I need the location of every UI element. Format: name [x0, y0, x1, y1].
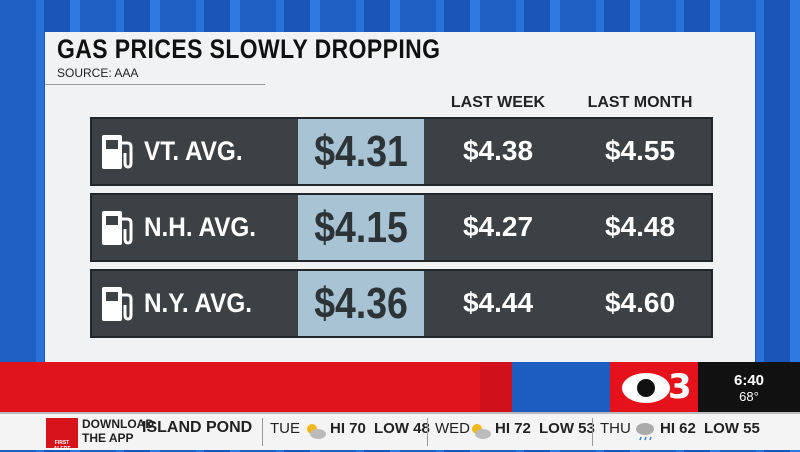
current-price-box: $4.15 [298, 195, 424, 260]
forecast-day: THU [600, 420, 631, 437]
column-header: LAST MONTH [587, 94, 693, 111]
app-badge-text: FIRST ALERT [53, 440, 71, 452]
last-month-price: $4.55 [604, 135, 676, 166]
last-week-price: $4.38 [462, 135, 534, 166]
separator [427, 418, 428, 446]
title: GAS PRICES SLOWLY DROPPING [57, 34, 441, 64]
separator [592, 418, 593, 446]
svg-text:3: 3 [668, 367, 692, 407]
current-price-box: $4.31 [298, 119, 424, 184]
pump-icon [100, 285, 136, 330]
current-price-box: $4.36 [298, 271, 424, 336]
separator [262, 418, 263, 446]
table-row: N.H. AVG. $4.15 $4.27 $4.48 [90, 193, 713, 262]
app-promo: DOWNLOAD THE APP [82, 417, 154, 445]
forecast-day: WED [435, 420, 470, 437]
weather-icon [634, 421, 656, 446]
source: SOURCE: AAA [57, 66, 139, 80]
table-row: VT. AVG. $4.31 $4.38 $4.55 [90, 117, 713, 186]
temperature: 68° [739, 389, 759, 404]
time: 6:40 [733, 372, 765, 389]
app-line: DOWNLOAD [82, 417, 154, 431]
logo-mark: 3 [622, 367, 692, 407]
current-price: $4.36 [314, 279, 408, 328]
last-week-price: $4.27 [462, 211, 534, 242]
forecast-hi: HI 72 [495, 420, 531, 437]
forecast-low: LOW 53 [539, 420, 595, 437]
app-badge: FIRST ALERT [46, 418, 78, 452]
weather-icon [304, 421, 326, 446]
pump-icon [100, 209, 136, 254]
table-row: N.Y. AVG. $4.36 $4.44 $4.60 [90, 269, 713, 338]
weather-icon [469, 421, 491, 446]
last-month-price: $4.48 [604, 211, 676, 242]
rule [45, 84, 265, 85]
last-week-price: $4.44 [462, 287, 534, 318]
forecast-hi: HI 70 [330, 420, 366, 437]
last-month-price: $4.60 [604, 287, 676, 318]
current-price: $4.31 [314, 127, 408, 176]
location: ISLAND POND [142, 419, 253, 436]
pump-icon [100, 133, 136, 178]
current-price: $4.15 [314, 203, 408, 252]
column-header: LAST WEEK [450, 94, 546, 111]
forecast-hi: HI 62 [660, 420, 696, 437]
row-label: N.H. AVG. [144, 212, 257, 242]
forecast-low: LOW 55 [704, 420, 760, 437]
row-label: N.Y. AVG. [144, 288, 253, 318]
row-label: VT. AVG. [144, 136, 243, 166]
forecast-low: LOW 48 [374, 420, 430, 437]
app-line: THE APP [82, 431, 134, 445]
station-logo: 3 [610, 362, 698, 412]
clock-box: 6:40 68° [698, 362, 800, 412]
forecast-day: TUE [270, 420, 300, 437]
ticker: FIRST ALERT DOWNLOAD THE APP ISLAND POND… [0, 412, 800, 452]
